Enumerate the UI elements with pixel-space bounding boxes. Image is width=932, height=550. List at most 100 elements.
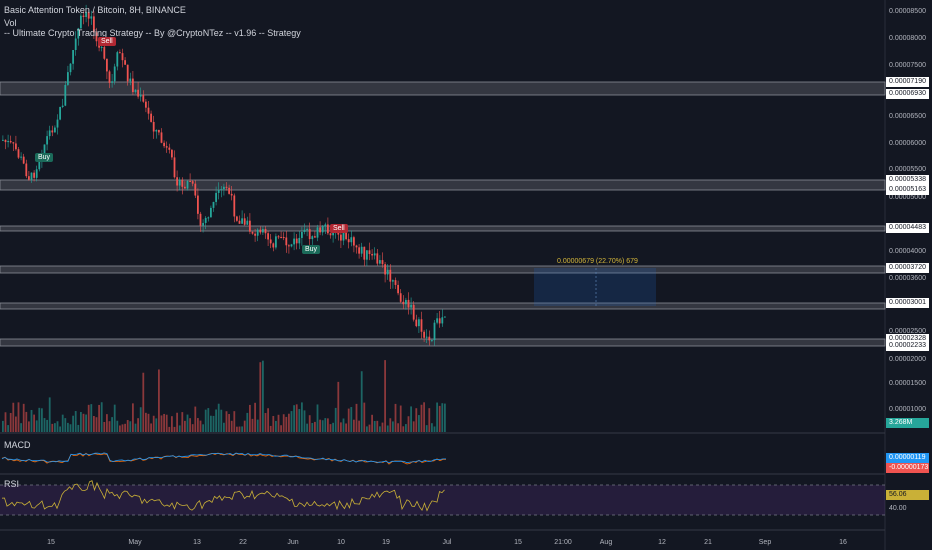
sell-signal: Sell	[98, 37, 116, 46]
price-axis-label: 0.00006000	[889, 140, 926, 147]
candle-body	[176, 177, 178, 186]
volume-bar	[197, 418, 199, 432]
volume-bar	[163, 413, 165, 432]
candle-body	[371, 254, 373, 256]
candle-body	[319, 227, 321, 233]
volume-bar	[347, 408, 350, 432]
candle-body	[90, 16, 93, 19]
candle-body	[233, 195, 236, 217]
volume-bar	[168, 426, 171, 432]
volume-bar	[254, 402, 256, 432]
price-axis-label: 0.00003600	[889, 275, 926, 282]
candle-body	[106, 58, 108, 72]
volume-bar	[129, 421, 132, 432]
price-axis-label: 0.00001000	[889, 406, 926, 413]
volume-bar	[147, 413, 150, 432]
candle-body	[225, 186, 228, 188]
volume-bar	[303, 410, 306, 432]
volume-bar	[225, 411, 228, 432]
candle-body	[285, 237, 288, 246]
candle-body	[329, 233, 332, 236]
candle-body	[132, 78, 134, 93]
volume-bar	[431, 423, 433, 432]
candle-body	[386, 269, 389, 275]
volume-bar	[423, 402, 425, 432]
volume-bar	[353, 419, 355, 432]
candle-body	[15, 143, 17, 150]
volume-bar	[360, 371, 363, 432]
candle-body	[321, 226, 324, 233]
volume-bar	[137, 418, 139, 432]
volume-bar	[85, 414, 87, 432]
candle-body	[272, 243, 275, 248]
volume-bar	[399, 405, 402, 432]
volume-bar	[87, 404, 90, 432]
volume-bar	[262, 360, 264, 432]
volume-bar	[93, 415, 95, 432]
macd-value-tag: 0.00000119	[886, 453, 929, 463]
volume-bar	[121, 424, 124, 432]
candle-body	[186, 180, 189, 189]
volume-bar	[397, 423, 399, 432]
candle-body	[210, 207, 212, 218]
macd-line	[1, 452, 446, 464]
volume-bar	[327, 418, 329, 432]
volume-bar	[35, 420, 38, 432]
volume-bar	[126, 420, 129, 432]
candle-body	[360, 246, 363, 254]
candle-body	[113, 66, 116, 82]
volume-bar	[12, 402, 15, 432]
candle-body	[394, 280, 397, 285]
candle-body	[342, 229, 345, 241]
candle-body	[254, 233, 256, 236]
price-level-box: 0.00003720	[886, 263, 929, 273]
candle-body	[17, 149, 20, 158]
volume-bar	[142, 372, 145, 432]
volume-bar	[67, 422, 69, 432]
volume-bar	[158, 369, 160, 432]
volume-bar	[186, 414, 189, 432]
candle-body	[423, 331, 425, 338]
candle-body	[311, 236, 314, 240]
candle-body	[119, 52, 121, 54]
candle-body	[363, 246, 366, 260]
volume-bar	[332, 422, 334, 432]
candle-body	[173, 157, 176, 178]
candle-body	[308, 229, 311, 240]
candle-body	[264, 229, 267, 234]
date-axis-label: Aug	[599, 539, 613, 546]
candle-body	[256, 229, 259, 236]
candle-body	[428, 336, 431, 341]
support-resistance-zone	[0, 225, 886, 232]
date-axis-label: Jul	[442, 539, 452, 546]
volume-bar	[113, 404, 116, 432]
volume-bar	[267, 408, 269, 432]
volume-bar	[176, 412, 178, 432]
buy-signal: Buy	[302, 245, 321, 254]
price-level-box: 0.00005338	[886, 175, 929, 185]
support-resistance-zone	[0, 179, 886, 191]
candle-body	[355, 245, 358, 248]
volume-bar	[191, 424, 194, 432]
volume-bar	[410, 406, 412, 432]
volume-bar	[290, 411, 293, 432]
candle-body	[425, 336, 428, 338]
candle-body	[384, 264, 386, 275]
candle-body	[134, 89, 137, 93]
volume-bar	[106, 414, 108, 432]
volume-bar	[194, 406, 197, 432]
volume-bar	[17, 402, 20, 432]
volume-bar	[28, 421, 30, 432]
candle-body	[61, 105, 64, 107]
volume-bar	[337, 381, 340, 432]
support-resistance-zone	[0, 302, 886, 310]
volume-bar	[199, 420, 202, 432]
volume-bar	[54, 423, 56, 432]
volume-bar	[376, 420, 379, 432]
volume-bar	[165, 414, 168, 432]
date-axis-label: Jun	[287, 539, 299, 546]
volume-bar	[324, 418, 327, 432]
candle-body	[350, 237, 353, 243]
candle-body	[199, 213, 202, 226]
